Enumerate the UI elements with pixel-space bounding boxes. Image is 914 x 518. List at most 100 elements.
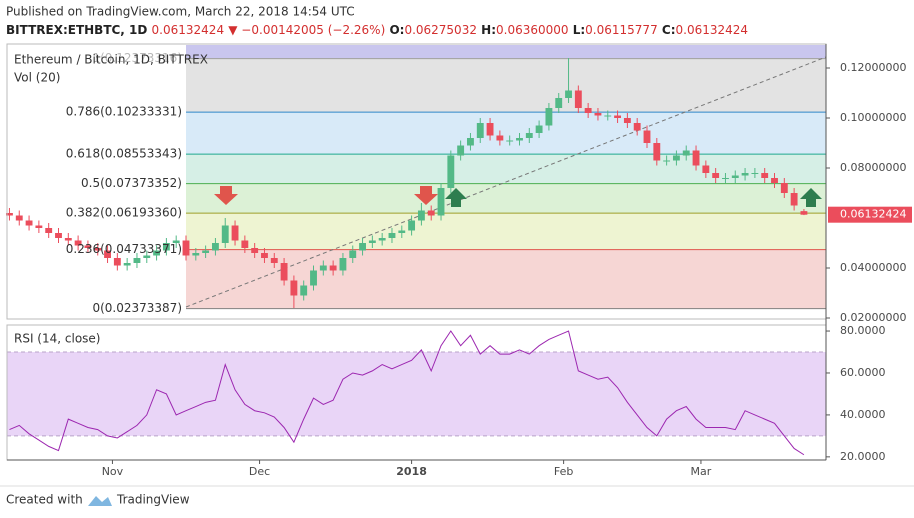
candle-body xyxy=(162,243,170,251)
candle-body xyxy=(702,165,710,173)
candle-body xyxy=(231,225,239,241)
candle-body xyxy=(172,240,180,243)
candle-body xyxy=(614,115,622,118)
symbol: BITTREX:ETHBTC, 1D xyxy=(6,23,147,37)
candle-body xyxy=(211,243,219,251)
candle-body xyxy=(467,138,474,146)
candle-body xyxy=(398,230,406,233)
fib-label: 0.618(0.08553343) xyxy=(66,147,182,161)
candle-body xyxy=(594,113,602,116)
candle-body xyxy=(310,270,317,286)
candle-body xyxy=(280,263,288,281)
candle-body xyxy=(251,248,259,253)
candle-body xyxy=(221,225,229,243)
x-tick-label: Feb xyxy=(554,465,573,478)
y-tick-label: 40.0000 xyxy=(840,408,886,421)
ohlc-value: 0.06360000 xyxy=(496,23,569,37)
fib-label: 0.236(0.04733371) xyxy=(66,242,182,256)
candle-body xyxy=(123,263,131,266)
candle-body xyxy=(447,155,455,188)
last-price: 0.06132424 xyxy=(152,23,225,37)
candle-body xyxy=(290,280,298,296)
candle-body xyxy=(427,210,435,216)
candle-body xyxy=(368,240,376,243)
fib-label: 0.382(0.06193360) xyxy=(66,206,182,220)
y-tick-label: 80.0000 xyxy=(840,324,886,337)
candle-body xyxy=(712,173,720,178)
candle-body xyxy=(417,210,425,221)
symbol-info: BITTREX:ETHBTC, 1D 0.06132424 ▼ −0.00142… xyxy=(6,23,748,37)
y-tick-label: 0.08000000 xyxy=(840,161,906,174)
y-tick-label: 0.10000000 xyxy=(840,111,906,124)
arrow-up xyxy=(445,188,467,207)
candle-body xyxy=(604,115,612,117)
candle-body xyxy=(457,145,465,156)
candle-body xyxy=(153,250,161,256)
candle-body xyxy=(84,245,92,248)
candle-body xyxy=(516,138,523,141)
arrow-down xyxy=(414,186,438,205)
fib-zone xyxy=(186,154,826,184)
candle-body xyxy=(731,175,739,178)
candle-body xyxy=(104,250,111,258)
candle-body xyxy=(300,285,308,296)
candle-body xyxy=(741,173,749,176)
candle-body xyxy=(486,123,494,136)
y-tick-label: 20.0000 xyxy=(840,450,886,463)
tradingview-logo xyxy=(88,496,112,506)
candle-body xyxy=(682,150,690,156)
fib-label: 0.786(0.10233331) xyxy=(66,105,182,119)
candle-body xyxy=(113,258,121,266)
fib-zone xyxy=(186,112,826,155)
x-tick-label: 2018 xyxy=(396,465,427,478)
ohlc-value: 0.06275032 xyxy=(404,23,477,37)
volume-label: Vol (20) xyxy=(14,71,60,85)
candle-body xyxy=(408,220,416,231)
candle-body xyxy=(663,160,671,162)
candle-body xyxy=(378,238,386,241)
candle-body xyxy=(525,133,533,138)
candle-body xyxy=(722,178,729,179)
fib-zone xyxy=(186,213,826,250)
candle-body xyxy=(25,220,33,226)
candle-body xyxy=(359,243,366,251)
candle-body xyxy=(506,140,514,142)
footer-brand: TradingView xyxy=(116,493,190,507)
footer-created: Created with xyxy=(6,493,83,507)
ohlc-key: C: xyxy=(662,23,676,37)
candle-body xyxy=(261,253,268,258)
candle-body xyxy=(535,125,543,133)
candle-body xyxy=(6,213,13,216)
candle-body xyxy=(192,253,200,256)
fib-label: 0.5(0.07373352) xyxy=(81,176,182,190)
candle-body xyxy=(751,173,759,174)
ohlc-value: 0.06132424 xyxy=(676,23,749,37)
trend-line xyxy=(185,56,827,308)
published-note: Published on TradingView.com, March 22, … xyxy=(6,5,355,19)
candle-body xyxy=(329,265,337,271)
candle-body xyxy=(555,98,563,108)
candle-body xyxy=(15,215,23,221)
last-price-tag xyxy=(828,206,912,223)
candle-body xyxy=(270,258,278,263)
candle-body xyxy=(643,130,651,143)
x-tick-label: Nov xyxy=(102,465,124,478)
candle-body xyxy=(143,255,151,258)
y-tick-label: 0.02000000 xyxy=(840,311,906,324)
ohlc-value: 0.06115777 xyxy=(585,23,658,37)
x-tick-label: Dec xyxy=(249,465,270,478)
candle-body xyxy=(623,118,631,123)
candle-body xyxy=(790,193,798,206)
last-price-label: 0.06132424 xyxy=(840,208,906,221)
x-tick-label: Mar xyxy=(691,465,712,478)
candle-body xyxy=(565,90,572,98)
fib-zone xyxy=(186,183,826,214)
candle-body xyxy=(574,90,582,108)
fib-zone xyxy=(186,58,826,113)
candle-body xyxy=(319,265,327,271)
candle-body xyxy=(653,143,661,161)
candle-body xyxy=(45,228,53,233)
rsi-line xyxy=(9,330,805,456)
candle-body xyxy=(437,188,445,216)
